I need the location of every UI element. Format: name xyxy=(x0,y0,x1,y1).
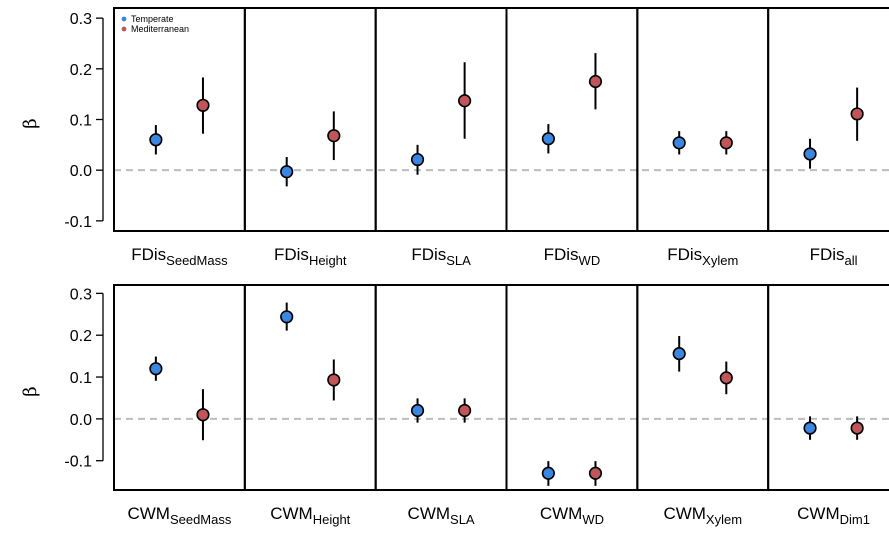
estimate-point-mediterranean xyxy=(588,74,603,89)
panel-frame xyxy=(374,284,508,491)
panel-frame xyxy=(636,284,770,491)
panel-label-base: FDis xyxy=(544,245,579,264)
panel-label-subscript: Xylem xyxy=(706,512,742,527)
y-tick-label: 0.3 xyxy=(70,286,92,303)
panel-label-subscript: SLA xyxy=(450,512,475,527)
estimate-point-mediterranean xyxy=(458,403,472,418)
panel-frame xyxy=(767,284,889,491)
panel-frame xyxy=(505,284,639,491)
panel-label-subscript: all xyxy=(845,253,858,268)
panel-label: FDisSeedMass xyxy=(131,245,228,268)
panel-label-base: CWM xyxy=(663,504,705,523)
panel-label-subscript: Xylem xyxy=(702,253,738,268)
panel-label-subscript: WD xyxy=(579,253,601,268)
y-axis-label: β xyxy=(20,386,41,396)
estimate-point-temperate xyxy=(410,403,425,418)
panel-label-subscript: WD xyxy=(582,512,604,527)
panel-label: CWMSeedMass xyxy=(127,504,231,527)
panel-label: CWMDim1 xyxy=(797,504,870,527)
panel-label-base: FDis xyxy=(667,245,702,264)
panel-frame xyxy=(767,7,889,232)
panel-frame xyxy=(113,7,246,232)
estimate-point-temperate xyxy=(541,466,555,480)
y-tick-label: 0.0 xyxy=(70,412,92,429)
estimate-point-mediterranean xyxy=(719,371,733,385)
panel-label-base: CWM xyxy=(540,504,582,523)
panel-frame xyxy=(113,284,246,491)
estimate-point-mediterranean xyxy=(196,98,210,112)
panel-label-base: FDis xyxy=(274,245,309,264)
estimate-point-mediterranean xyxy=(719,136,733,150)
panel-label: FDisSLA xyxy=(411,245,471,268)
panel-frame xyxy=(636,7,770,232)
estimate-point-mediterranean xyxy=(327,373,341,387)
estimate-point-mediterranean xyxy=(327,129,341,143)
panel-label-subscript: SeedMass xyxy=(166,253,228,268)
estimate-point-temperate xyxy=(280,165,294,179)
legend-marker xyxy=(121,26,127,32)
panel-label-base: CWM xyxy=(797,504,839,523)
y-axis-label: β xyxy=(20,118,41,128)
y-tick-label: 0.2 xyxy=(70,62,92,79)
estimate-point-temperate xyxy=(672,136,686,150)
panel-label-subscript: Height xyxy=(309,253,347,268)
estimate-point-temperate xyxy=(280,310,294,324)
y-tick-label: -0.1 xyxy=(64,214,92,231)
panel-frame xyxy=(243,7,377,232)
panel-label: CWMWD xyxy=(540,504,604,527)
y-tick-label: 0.0 xyxy=(70,163,92,180)
panel-label-base: CWM xyxy=(408,504,450,523)
estimate-point-mediterranean xyxy=(458,94,472,108)
y-tick-label: -0.1 xyxy=(64,454,92,471)
estimate-point-temperate xyxy=(672,347,686,361)
panel-label: FDisWD xyxy=(544,245,601,268)
estimate-point-mediterranean xyxy=(588,466,603,480)
panel-frame xyxy=(374,7,508,232)
panel-label: FDisall xyxy=(810,245,858,268)
y-tick-label: 0.2 xyxy=(70,328,92,345)
estimate-point-mediterranean xyxy=(196,408,210,422)
panel-label: CWMSLA xyxy=(408,504,475,527)
estimate-point-mediterranean xyxy=(850,421,864,435)
estimate-point-temperate xyxy=(149,362,163,376)
legend-entry: Mediterranean xyxy=(131,24,189,34)
estimate-point-temperate xyxy=(410,152,425,167)
panel-label: FDisXylem xyxy=(667,245,738,268)
panel-label-base: FDis xyxy=(810,245,845,264)
panel-label-base: FDis xyxy=(131,245,166,264)
panel-frame xyxy=(505,7,639,232)
legend-marker xyxy=(121,16,127,22)
y-tick-label: 0.1 xyxy=(70,370,92,387)
estimate-point-temperate xyxy=(541,132,555,146)
y-tick-label: 0.3 xyxy=(70,11,92,28)
panel-label: CWMXylem xyxy=(663,504,742,527)
estimate-point-mediterranean xyxy=(850,107,864,121)
panel-frame xyxy=(243,284,377,491)
panel-label-subscript: SeedMass xyxy=(170,512,232,527)
panel-label: FDisHeight xyxy=(274,245,347,268)
panel-label-subscript: Height xyxy=(313,512,351,527)
legend-entry: Temperate xyxy=(131,14,174,24)
estimate-point-temperate xyxy=(803,421,817,435)
panel-label-subscript: SLA xyxy=(446,253,471,268)
panel-label-subscript: Dim1 xyxy=(840,512,870,527)
estimate-point-temperate xyxy=(149,133,163,147)
y-tick-label: 0.1 xyxy=(70,113,92,130)
panel-label: CWMHeight xyxy=(270,504,350,527)
panel-label-base: CWM xyxy=(127,504,169,523)
panel-label-base: CWM xyxy=(270,504,312,523)
estimate-point-temperate xyxy=(803,147,817,161)
panel-label-base: FDis xyxy=(411,245,446,264)
